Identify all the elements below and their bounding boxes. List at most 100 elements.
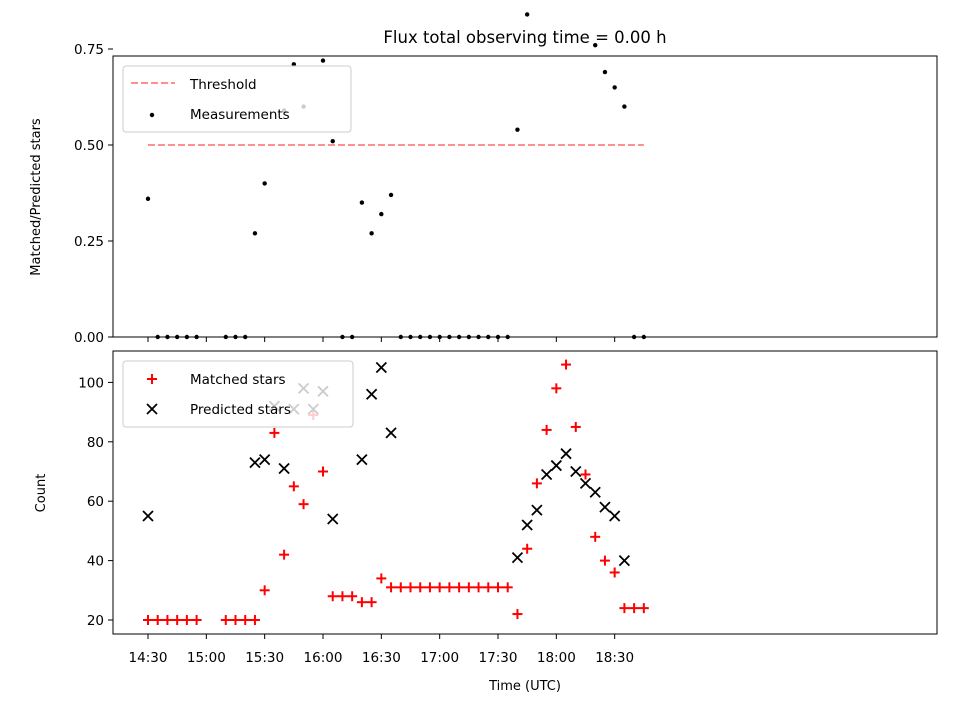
bottom-y-tick-label: 60 xyxy=(87,494,104,510)
predicted-star-point xyxy=(540,468,553,481)
measurement-point xyxy=(602,69,608,75)
measurement-point xyxy=(612,85,617,90)
predicted-star-point xyxy=(375,361,387,374)
top-legend-label-measurements: Measurements xyxy=(190,107,290,123)
matched-star-point xyxy=(463,582,474,593)
matched-star-point xyxy=(318,466,328,477)
measurement-point xyxy=(388,192,394,198)
measurement-point xyxy=(291,62,297,67)
matched-star-point xyxy=(405,582,416,593)
matched-star-point xyxy=(444,582,455,593)
top-axes-frame xyxy=(112,55,938,338)
matched-star-point xyxy=(570,421,581,432)
bottom-legend: Matched stars Predicted stars xyxy=(122,360,354,428)
x-tick-label: 18:00 xyxy=(537,650,576,666)
bottom-y-ticks: 20 40 60 80 100 xyxy=(78,375,113,629)
measurement-point xyxy=(369,231,374,236)
measurement-point xyxy=(593,42,598,48)
top-panel: 0.000.250.500.751.001.25 Matched/Predict… xyxy=(29,12,938,346)
predicted-star-point xyxy=(259,453,271,466)
bottom-axes-frame xyxy=(112,350,938,635)
matched-star-point xyxy=(386,582,397,593)
top-y-axis-label: Matched/Predicted stars xyxy=(29,118,44,276)
matched-star-point xyxy=(376,573,387,584)
predicted-star-point xyxy=(365,388,378,400)
bottom-y-tick-label: 80 xyxy=(87,435,104,451)
matched-star-point xyxy=(337,591,348,602)
predicted-legend-marker xyxy=(146,403,158,415)
matched-star-point xyxy=(327,591,338,602)
matched-star-point xyxy=(541,424,552,435)
top-y-ticks: 0.000.250.500.751.001.25 xyxy=(74,42,113,346)
top-y-tick-label: 0.25 xyxy=(74,234,104,250)
bottom-y-tick-label: 100 xyxy=(78,375,104,391)
x-tick-label: 15:00 xyxy=(187,650,226,666)
bottom-y-tick-label: 20 xyxy=(87,613,104,629)
measurement-point xyxy=(252,231,258,236)
matched-star-point xyxy=(143,615,153,625)
matched-star-point xyxy=(493,582,503,593)
predicted-star-point xyxy=(249,456,261,469)
predicted-star-point xyxy=(570,465,582,478)
matched-star-point xyxy=(395,582,406,593)
bottom-x-ticks: 14:30 15:00 15:30 16:00 16:30 17:00 17:30 18:00… xyxy=(129,634,634,666)
matched-star-point xyxy=(366,597,377,608)
predicted-star-point xyxy=(385,427,397,439)
predicted-star-point xyxy=(579,477,592,490)
bottom-y-tick-label: 40 xyxy=(87,554,104,570)
top-x-ticks xyxy=(147,337,616,342)
matched-star-point xyxy=(590,531,601,542)
predicted-star-point xyxy=(589,486,601,498)
predicted-star-point xyxy=(327,513,339,525)
predicted-star-point xyxy=(609,510,621,522)
top-y-tick-label: 0.50 xyxy=(74,138,104,154)
bottom-legend-box xyxy=(122,360,354,428)
matched-star-point xyxy=(240,615,251,625)
x-tick-label: 17:30 xyxy=(479,650,518,666)
matched-legend-marker xyxy=(147,374,157,384)
matched-star-point xyxy=(415,582,426,593)
matched-star-point xyxy=(269,427,280,438)
predicted-star-point xyxy=(531,504,543,516)
matched-star-point xyxy=(249,615,260,625)
measurement-point xyxy=(330,138,335,144)
matched-star-point xyxy=(152,615,163,625)
measurements-legend-marker xyxy=(149,112,155,118)
top-legend: Threshold Measurements xyxy=(122,65,352,133)
matched-star-point xyxy=(298,499,309,510)
matched-star-point xyxy=(279,549,290,560)
top-y-tick-label: 0.00 xyxy=(74,330,104,346)
measurement-point xyxy=(262,181,267,186)
x-tick-label: 18:30 xyxy=(595,650,634,666)
x-tick-label: 14:30 xyxy=(129,650,168,666)
matched-star-point xyxy=(551,383,562,394)
predicted-star-point xyxy=(599,501,611,513)
matched-star-point xyxy=(473,582,484,593)
matched-star-point xyxy=(347,591,358,602)
matched-star-point xyxy=(599,555,610,566)
top-legend-box xyxy=(122,65,352,133)
figure-title: Flux total observing time = 0.00 h xyxy=(383,28,666,47)
measurement-point xyxy=(622,104,627,109)
measurement-point xyxy=(320,58,326,63)
x-tick-label: 16:00 xyxy=(304,650,343,666)
measurement-point xyxy=(145,196,151,201)
predicted-star-point xyxy=(550,459,562,472)
matched-star-point xyxy=(512,609,523,620)
matched-star-point xyxy=(259,585,270,596)
matched-star-point xyxy=(483,582,494,593)
matched-star-point xyxy=(162,615,173,625)
matched-star-point xyxy=(609,567,620,578)
matched-star-point xyxy=(531,478,542,489)
bottom-legend-label-predicted: Predicted stars xyxy=(190,402,291,418)
x-tick-label: 17:00 xyxy=(420,650,459,666)
predicted-star-point xyxy=(142,510,154,522)
predicted-star-point xyxy=(278,462,290,475)
matched-star-point xyxy=(434,582,445,593)
bottom-y-axis-label: Count xyxy=(34,474,49,513)
measurement-point xyxy=(379,211,384,217)
predicted-star-point xyxy=(511,551,524,564)
top-y-tick-label: 0.75 xyxy=(74,42,104,58)
matched-star-point xyxy=(580,469,591,480)
